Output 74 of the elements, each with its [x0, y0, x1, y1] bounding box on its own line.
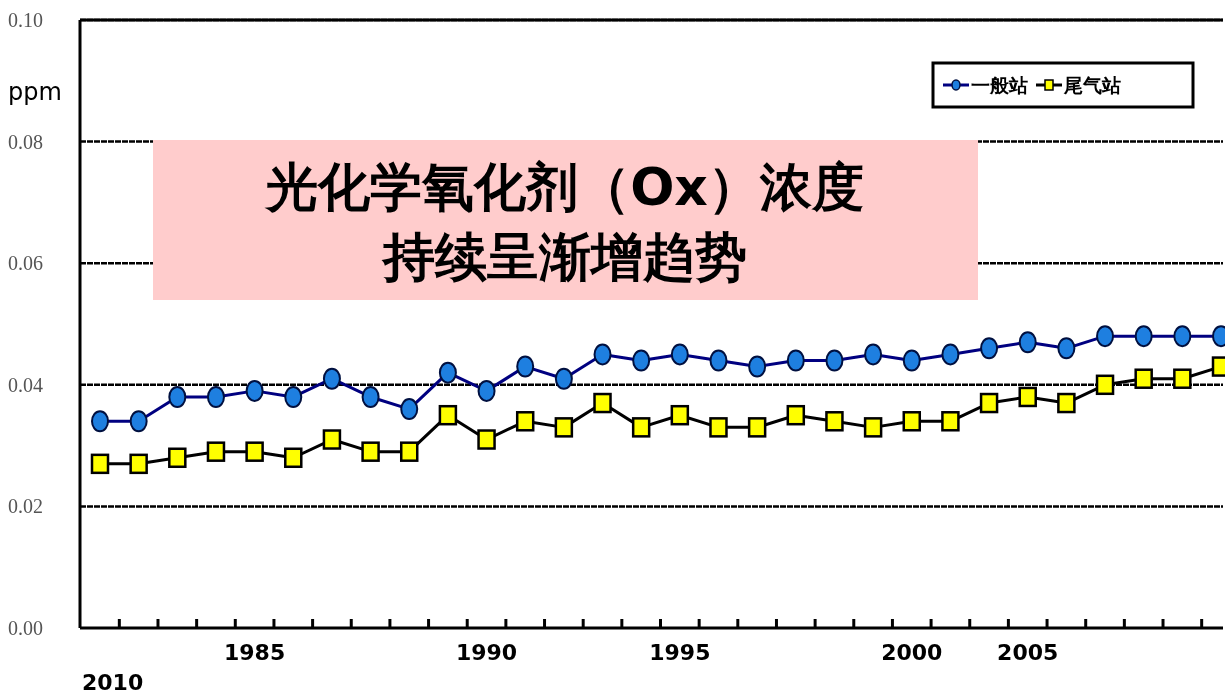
point	[1095, 374, 1115, 396]
point	[554, 367, 573, 390]
point	[748, 355, 767, 378]
point	[786, 404, 806, 426]
point	[477, 379, 496, 402]
point	[284, 447, 303, 469]
point	[786, 349, 805, 372]
y-tick-label: 0.02	[8, 495, 43, 518]
x-tick-label: 2000	[881, 640, 943, 665]
point	[129, 410, 148, 433]
point	[1173, 325, 1192, 348]
point	[593, 343, 612, 366]
point	[284, 385, 303, 408]
y-axis-title: ppm	[8, 78, 62, 106]
title: 光化学氧化剂（Ox）浓度 持续呈渐增趋势	[153, 140, 978, 300]
point	[825, 349, 844, 372]
point	[1173, 368, 1192, 389]
point	[361, 441, 380, 462]
point	[129, 453, 148, 475]
point	[864, 343, 883, 366]
point	[863, 417, 883, 438]
point	[902, 411, 922, 432]
point	[90, 453, 110, 475]
point	[902, 349, 921, 372]
point	[361, 385, 380, 408]
point	[554, 417, 574, 438]
point	[438, 404, 458, 426]
point	[399, 441, 419, 462]
point	[825, 411, 844, 432]
point	[438, 361, 457, 384]
point	[206, 385, 225, 408]
point	[400, 398, 419, 421]
point	[245, 379, 264, 402]
point	[1018, 386, 1037, 408]
point	[631, 417, 651, 438]
point	[1057, 392, 1076, 414]
point	[91, 410, 109, 433]
x-tick-label: 1990	[455, 640, 518, 665]
point	[632, 349, 651, 372]
point	[593, 392, 612, 414]
point	[1096, 325, 1115, 348]
point	[709, 349, 728, 372]
point	[747, 417, 767, 438]
point	[168, 447, 187, 469]
x-tick-label: 1995	[649, 640, 711, 665]
y-tick-label: 0.00	[8, 617, 43, 639]
point	[941, 343, 960, 366]
y-tick-label: 0.06	[8, 252, 43, 275]
point	[1134, 368, 1153, 389]
y-tick-label: 0.10	[8, 9, 43, 31]
point	[322, 367, 341, 390]
x-tick-label: 2005	[997, 640, 1059, 665]
point	[1018, 331, 1037, 354]
point	[245, 441, 264, 462]
point	[670, 404, 690, 426]
point	[941, 411, 960, 432]
point	[979, 392, 999, 414]
y-tick-label: 0.08	[8, 130, 43, 153]
legend-label: 一般站	[971, 74, 1028, 96]
point	[477, 429, 496, 450]
point	[168, 385, 187, 408]
legend-label: 尾气站	[1063, 74, 1121, 96]
point	[322, 429, 342, 450]
point	[709, 417, 728, 438]
point	[1134, 325, 1153, 348]
point	[516, 355, 535, 378]
point	[670, 343, 689, 366]
point	[980, 337, 999, 360]
point	[515, 411, 535, 432]
x-tick-label: 1985	[224, 640, 286, 665]
point	[206, 441, 226, 462]
text: 2010	[82, 670, 144, 693]
point	[1057, 337, 1076, 360]
y-tick-label: 0.04	[8, 373, 43, 396]
